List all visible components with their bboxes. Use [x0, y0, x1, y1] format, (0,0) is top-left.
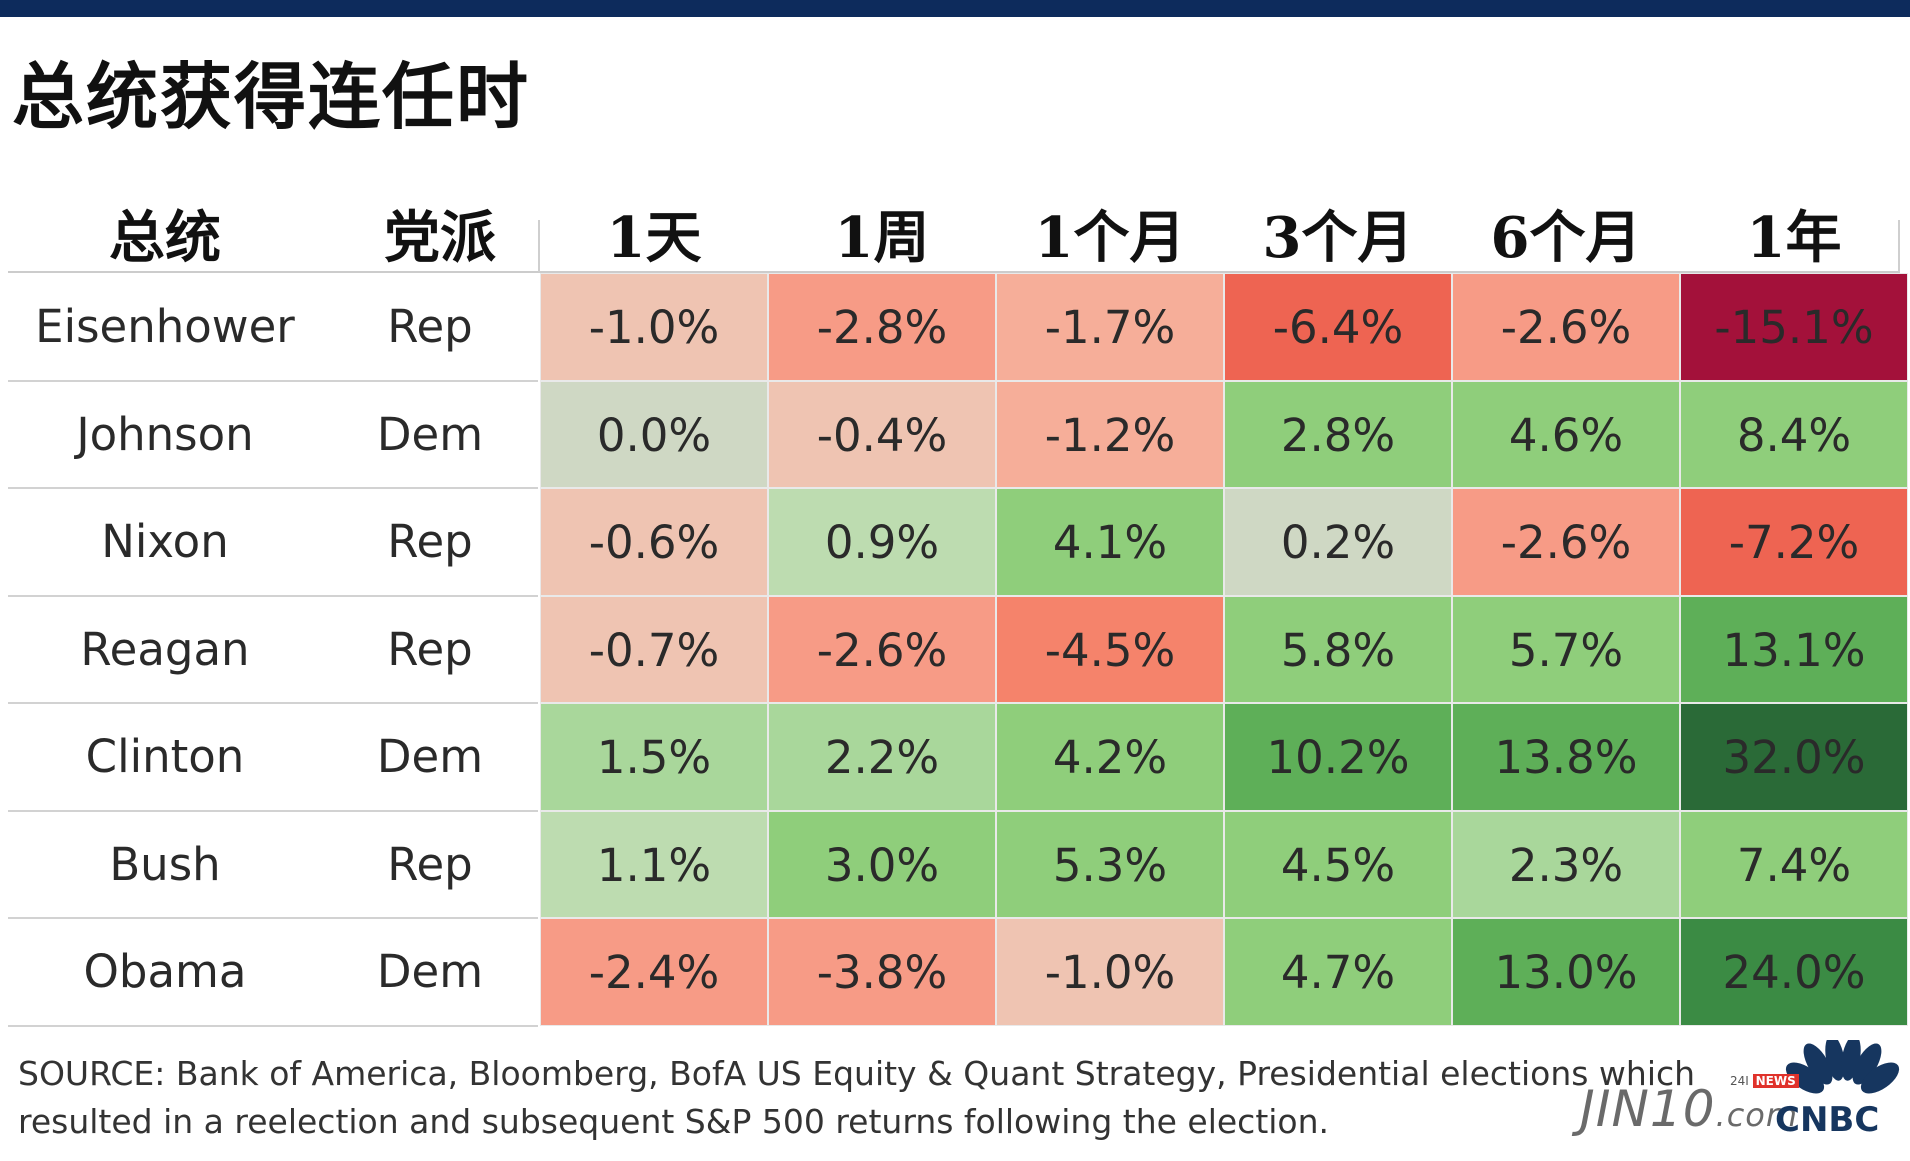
heatmap-cell: -0.7%: [540, 595, 768, 703]
heatmap-cell: 4.1%: [996, 488, 1224, 596]
heatmap-cell: 0.9%: [768, 488, 996, 596]
table-row: Eisenhower Rep -1.0% -2.8% -1.7% -6.4% -2.6% -1…: [0, 273, 1910, 382]
heatmap-cell: -1.2%: [996, 380, 1224, 488]
heatmap-cell: 2.3%: [1452, 810, 1680, 918]
heatmap-cell: 4.2%: [996, 703, 1224, 811]
heatmap-cell: 13.1%: [1680, 595, 1908, 703]
heatmap-cell: -2.6%: [1452, 488, 1680, 596]
heatmap-cell: 5.8%: [1224, 595, 1452, 703]
header-1day: 1天: [606, 205, 702, 271]
row-divider: [8, 487, 538, 489]
heatmap-cell: -1.0%: [540, 273, 768, 381]
heatmap-cell: -2.8%: [768, 273, 996, 381]
row-divider: [8, 379, 538, 382]
heatmap-cell: -2.6%: [1452, 273, 1680, 381]
table-row: Nixon Rep -0.6% 0.9% 4.1% 0.2% -2.6% -7.2%: [0, 488, 1910, 597]
header-divider-right: [1898, 220, 1900, 272]
heatmap-cell: 7.4%: [1680, 810, 1908, 918]
row-divider: [8, 809, 538, 812]
heatmap-cell: 10.2%: [1224, 703, 1452, 811]
cnbc-peacock-icon: [1785, 1040, 1900, 1094]
heatmap-cell: 4.7%: [1224, 918, 1452, 1026]
party-label: Dem: [376, 730, 484, 783]
table-row: Obama Dem -2.4% -3.8% -1.0% 4.7% 13.0% 24.0%: [0, 918, 1910, 1027]
party-label: Dem: [376, 407, 484, 461]
party-label: Rep: [387, 515, 473, 568]
heatmap-cell: 5.3%: [996, 810, 1224, 918]
heatmap-cell: 3.0%: [768, 810, 996, 918]
president-name: Bush: [109, 837, 221, 891]
heatmap-cell: -7.2%: [1680, 488, 1908, 596]
president-name: Reagan: [80, 622, 250, 676]
party-label: Rep: [387, 622, 473, 676]
heatmap-cell: 13.0%: [1452, 918, 1680, 1026]
heatmap-cell: -3.8%: [768, 918, 996, 1026]
header-divider: [8, 271, 1900, 273]
president-name: Johnson: [76, 407, 254, 461]
row-divider: [8, 917, 538, 919]
header-1month: 1个月: [1034, 205, 1186, 271]
heatmap-cell: 1.5%: [540, 703, 768, 811]
heatmap-cell: 4.5%: [1224, 810, 1452, 918]
table-row: Johnson Dem 0.0% -0.4% -1.2% 2.8% 4.6% 8.4%: [0, 380, 1910, 489]
row-divider: [8, 1024, 538, 1027]
table-row: Bush Rep 1.1% 3.0% 5.3% 4.5% 2.3% 7.4%: [0, 810, 1910, 919]
cnbc-logo: CNBC: [1775, 1100, 1880, 1140]
logo-area: JIN10.com 24I NEWS CNBC: [1580, 1040, 1900, 1155]
heatmap-cell: -15.1%: [1680, 273, 1908, 381]
header-party: 党派: [384, 205, 496, 271]
heatmap-cell: -2.4%: [540, 918, 768, 1026]
heatmap-cell: -0.6%: [540, 488, 768, 596]
header-1year: 1年: [1746, 205, 1842, 271]
heatmap-cell: 2.2%: [768, 703, 996, 811]
party-label: Rep: [387, 837, 473, 891]
heatmap-cell: 32.0%: [1680, 703, 1908, 811]
top-bar: [0, 0, 1910, 17]
party-label: Dem: [376, 945, 484, 998]
president-name: Eisenhower: [35, 300, 295, 353]
heatmap-cell: 0.0%: [540, 380, 768, 488]
header-divider-left: [538, 220, 540, 272]
jin10-logo: JIN10.com: [1580, 1080, 1799, 1138]
heatmap-cell: 2.8%: [1224, 380, 1452, 488]
president-name: Clinton: [85, 730, 245, 783]
header-row: 总统 党派 1天 1周 1个月 3个月 6个月 1年: [0, 196, 1910, 272]
heatmap-cell: -6.4%: [1224, 273, 1452, 381]
header-3month: 3个月: [1262, 205, 1414, 271]
table-row: Reagan Rep -0.7% -2.6% -4.5% 5.8% 5.7% 13.1%: [0, 595, 1910, 704]
row-divider: [8, 702, 538, 704]
heatmap-cell: 4.6%: [1452, 380, 1680, 488]
row-divider: [8, 594, 538, 597]
heatmap-cell: -1.7%: [996, 273, 1224, 381]
heatmap-cell: 5.7%: [1452, 595, 1680, 703]
president-name: Nixon: [101, 515, 229, 568]
heatmap-cell: 8.4%: [1680, 380, 1908, 488]
header-1week: 1周: [834, 205, 930, 271]
president-name: Obama: [83, 945, 247, 998]
heatmap-cell: 0.2%: [1224, 488, 1452, 596]
heatmap-cell: 13.8%: [1452, 703, 1680, 811]
header-6month: 6个月: [1490, 205, 1642, 271]
heatmap-cell: -1.0%: [996, 918, 1224, 1026]
heatmap-cell: 24.0%: [1680, 918, 1908, 1026]
header-president: 总统: [109, 205, 221, 271]
heatmap-cell: -4.5%: [996, 595, 1224, 703]
heatmap-cell: -2.6%: [768, 595, 996, 703]
table-row: Clinton Dem 1.5% 2.2% 4.2% 10.2% 13.8% 32.0%: [0, 703, 1910, 812]
party-label: Rep: [387, 300, 473, 353]
chart-title: 总统获得连任时: [12, 54, 531, 139]
heatmap-cell: -0.4%: [768, 380, 996, 488]
source-note: SOURCE: Bank of America, Bloomberg, BofA…: [18, 1054, 1696, 1141]
heatmap-cell: 1.1%: [540, 810, 768, 918]
jin10-news-tag: 24I NEWS: [1730, 1074, 1799, 1088]
